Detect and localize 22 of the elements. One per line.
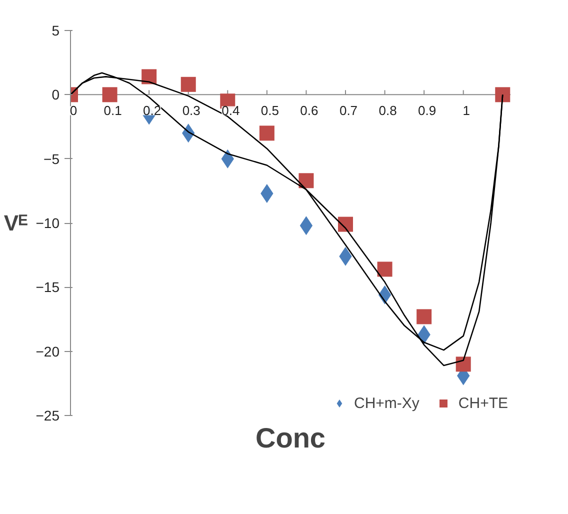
legend-label: CH+m-Xy (354, 394, 420, 412)
y-tick-label: −15 (36, 279, 60, 296)
y-tick-label: −5 (44, 150, 60, 167)
legend-label: CH+TE (458, 394, 508, 412)
y-axis-title: Vᴱ (4, 210, 28, 236)
y-tick-label: −20 (36, 343, 60, 360)
x-tick-label: 0.2 (143, 103, 162, 118)
y-tick-label: −10 (36, 215, 60, 231)
x-tick-label: 0.1 (104, 103, 122, 118)
x-tick-label: 0.9 (418, 103, 436, 118)
x-tick-label: 1 (462, 103, 470, 118)
x-tick-label: 0.4 (222, 103, 240, 118)
x-tick-label: 0.7 (339, 103, 358, 118)
x-tick-label: 0 (70, 103, 78, 118)
x-axis-title: Conc (256, 422, 326, 454)
x-tick-label: 0.3 (182, 103, 200, 118)
y-tick-label: 0 (52, 86, 60, 103)
x-tick-label: 0.5 (260, 103, 279, 118)
y-tick-label: −25 (36, 408, 60, 424)
x-tick-label: 0.6 (300, 103, 318, 118)
x-tick-label: 0.8 (378, 103, 397, 118)
y-tick-label: 5 (52, 22, 60, 38)
